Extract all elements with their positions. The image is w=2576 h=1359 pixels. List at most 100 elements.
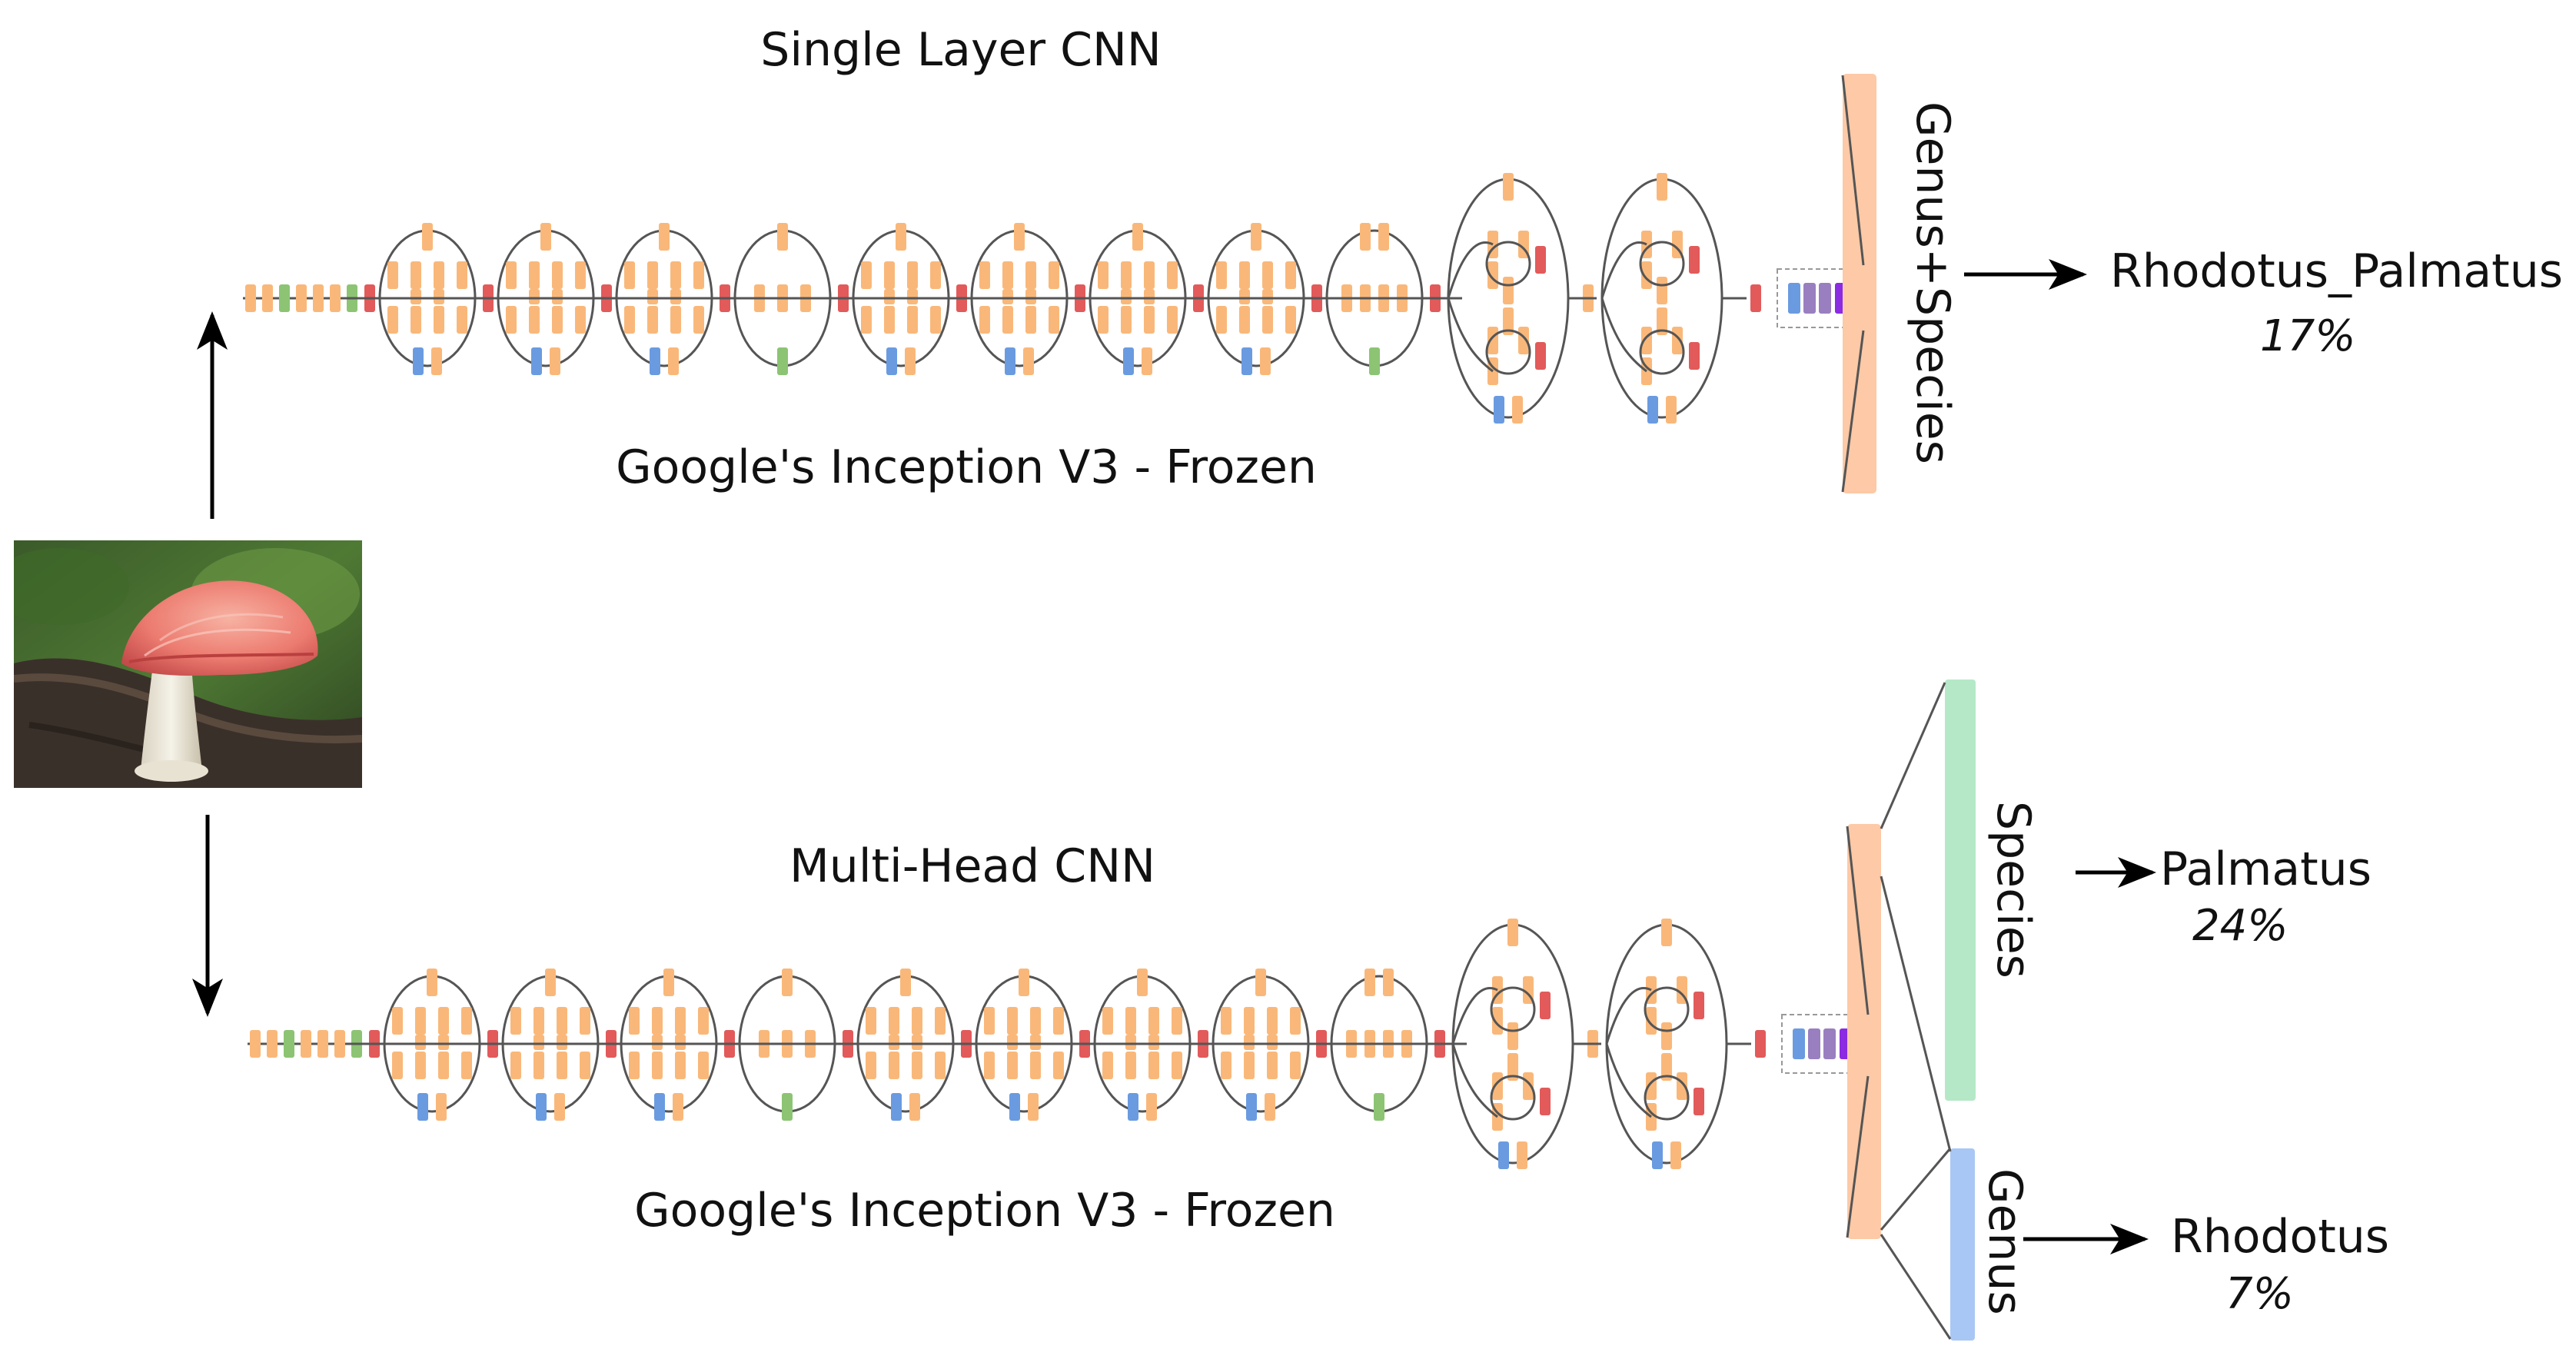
concat-block (1647, 396, 1658, 424)
genus-head-label: Genus (1978, 1168, 2032, 1315)
avgpool-block (777, 347, 788, 375)
conv-block (1267, 1007, 1278, 1035)
conv-block (670, 289, 681, 304)
conv-block (935, 1052, 946, 1079)
conv-block (1049, 261, 1059, 289)
fan-line (1841, 330, 1865, 493)
conv-block (506, 261, 517, 289)
conv-block (777, 223, 788, 251)
conv-block (410, 306, 421, 334)
genus-species-head-label: Genus+Species (1906, 101, 1959, 464)
conv-block (434, 289, 444, 304)
classifier-heads (192, 74, 2156, 1341)
conv-block (461, 1007, 472, 1035)
conv-block (1383, 969, 1394, 996)
concat-block (417, 1093, 428, 1121)
branch-curve (1451, 987, 1498, 1045)
avgpool-block (782, 1093, 793, 1121)
conv-block (889, 1035, 899, 1050)
conv-block (529, 289, 540, 304)
fan-line (1880, 682, 1946, 829)
conv-block (1172, 1007, 1182, 1035)
concat-block (1241, 347, 1252, 375)
species-head-bar (1945, 680, 1976, 1101)
conv-block (984, 1052, 995, 1079)
inception-module (1330, 969, 1428, 1121)
conv-block (387, 261, 398, 289)
conv-block (1167, 261, 1178, 289)
conv-block (1657, 277, 1667, 304)
concat-block (531, 347, 542, 375)
conv-block (1221, 1007, 1231, 1035)
fan-line (1846, 1075, 1870, 1238)
conv-block (907, 289, 918, 304)
conv-block (629, 1007, 640, 1035)
avgpool-block (1374, 1093, 1384, 1121)
conv-block (1030, 1035, 1041, 1050)
conv-block (334, 1030, 345, 1058)
conv-block (647, 261, 658, 289)
conv-block (1507, 1022, 1518, 1050)
conv-block (1507, 919, 1518, 946)
avgpool-block (1369, 347, 1380, 375)
inception-module (1451, 919, 1574, 1169)
conv-block (912, 1052, 922, 1079)
genus-prediction: Rhodotus (2171, 1210, 2390, 1264)
conv-block (1132, 223, 1143, 251)
conv-block (670, 306, 681, 334)
fc-block (1803, 283, 1816, 314)
conv-block (1002, 261, 1013, 289)
conv-block (1360, 223, 1371, 251)
conv-block (575, 261, 586, 289)
conv-block (434, 261, 444, 289)
inception-module (733, 223, 832, 375)
conv-block (675, 1007, 686, 1035)
pool-block (1755, 1030, 1766, 1058)
concat-block (891, 1093, 902, 1121)
avgpool-block (284, 1030, 294, 1058)
conv-block (1262, 261, 1273, 289)
concat-block (1128, 1093, 1138, 1121)
conv-block (663, 969, 674, 996)
conv-block (529, 306, 540, 334)
conv-block (552, 289, 563, 304)
conv-block (436, 1093, 447, 1121)
genus-species-head-bar (1843, 74, 1876, 493)
pool-block (1540, 992, 1551, 1019)
conv-block (900, 969, 911, 996)
conv-block (1260, 347, 1271, 375)
branch-curve (1447, 297, 1494, 373)
conv-block (438, 1007, 449, 1035)
conv-block (1002, 306, 1013, 334)
branch-curve (1605, 1043, 1652, 1118)
concat-block (654, 1093, 665, 1121)
conv-block (529, 261, 540, 289)
branch-loop (1639, 241, 1685, 287)
conv-block (250, 1030, 261, 1058)
conv-block (1364, 969, 1375, 996)
avgpool-block (279, 284, 290, 312)
conv-block (552, 261, 563, 289)
conv-block (415, 1035, 426, 1050)
conv-block (909, 1093, 920, 1121)
conv-block (896, 223, 906, 251)
conv-block (1507, 1053, 1518, 1081)
conv-block (1239, 261, 1250, 289)
conv-block (1244, 1007, 1255, 1035)
inception-module (497, 223, 595, 375)
single-layer-subtitle: Google's Inception V3 - Frozen (616, 440, 1317, 494)
conv-block (884, 306, 895, 334)
conv-block (1378, 223, 1389, 251)
conv-block (1144, 289, 1155, 304)
conv-block (675, 1035, 686, 1050)
conv-block (1007, 1035, 1018, 1050)
conv-block (1025, 261, 1036, 289)
concat-block (886, 347, 897, 375)
conv-block (930, 261, 941, 289)
conv-block (438, 1035, 449, 1050)
concat-block (1793, 1028, 1805, 1059)
concat-block (1246, 1093, 1257, 1121)
conv-block (1121, 289, 1132, 304)
conv-block (1023, 347, 1034, 375)
conv-block (659, 223, 670, 251)
